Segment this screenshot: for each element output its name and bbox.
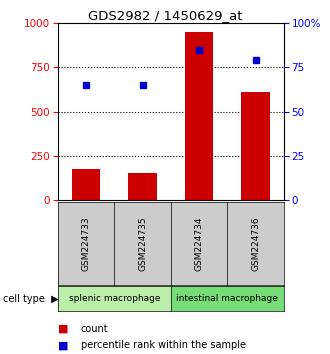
Text: GDS2982 / 1450629_at: GDS2982 / 1450629_at (88, 9, 242, 22)
Bar (242, 92, 270, 200)
Text: GSM224734: GSM224734 (194, 216, 204, 270)
Text: GSM224736: GSM224736 (251, 216, 260, 271)
Text: count: count (81, 324, 109, 333)
Text: percentile rank within the sample: percentile rank within the sample (81, 340, 246, 350)
Text: ■: ■ (58, 324, 68, 333)
Bar (185, 32, 213, 200)
Text: GSM224735: GSM224735 (138, 216, 147, 271)
Text: GSM224733: GSM224733 (82, 216, 90, 271)
Text: splenic macrophage: splenic macrophage (69, 294, 160, 303)
Text: cell type  ▶: cell type ▶ (3, 294, 59, 304)
Bar (128, 172, 157, 200)
Text: ■: ■ (58, 340, 68, 350)
Bar (72, 169, 100, 200)
Text: intestinal macrophage: intestinal macrophage (176, 294, 278, 303)
